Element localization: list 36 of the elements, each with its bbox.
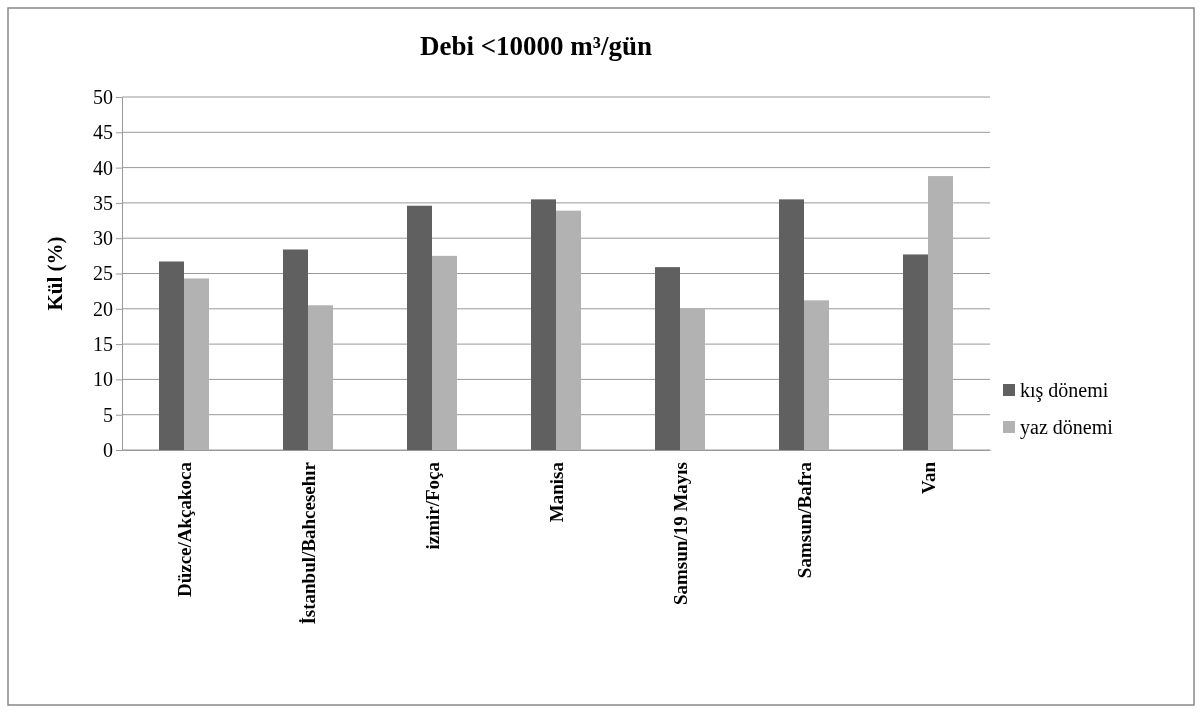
bar	[432, 255, 457, 450]
bar	[407, 205, 432, 450]
y-tick-label: 20	[93, 297, 113, 320]
y-tick-label: 10	[93, 368, 113, 391]
y-axis-title: Kül (%)	[43, 236, 67, 311]
x-tick-label: izmir/Foça	[421, 461, 443, 550]
bar	[556, 210, 581, 450]
bar	[779, 199, 804, 450]
bar	[283, 249, 308, 450]
y-tick-label: 40	[93, 156, 113, 179]
bar	[159, 261, 184, 450]
x-tick-label: Van	[917, 461, 939, 495]
bar	[655, 267, 680, 450]
y-tick-label: 15	[93, 333, 113, 355]
bar	[184, 278, 209, 450]
legend-label: yaz dönemi	[1020, 416, 1114, 439]
bar	[308, 305, 333, 450]
x-tick-label: Manisa	[545, 461, 567, 523]
y-tick-label: 0	[103, 438, 113, 461]
x-tick-label: İstanbul/Bahcesehır	[297, 461, 319, 625]
bar	[680, 308, 705, 450]
x-tick-label: Samsun/Bafra	[793, 461, 815, 579]
y-tick-label: 45	[93, 121, 113, 144]
bar	[531, 199, 556, 450]
x-tick-label: Samsun/19 Mayıs	[669, 462, 691, 606]
y-tick-label: 30	[93, 227, 113, 250]
x-tick-label: Düzce/Akçakoca	[173, 461, 195, 598]
chart-title: Debi <10000 m³/gün	[419, 31, 653, 61]
y-tick-label: 35	[93, 191, 113, 214]
bar	[903, 254, 928, 450]
bar	[928, 176, 953, 450]
y-tick-label: 50	[93, 85, 113, 108]
legend-label: kış dönemi	[1020, 379, 1109, 402]
y-tick-label: 5	[103, 403, 113, 426]
y-tick-label: 25	[93, 262, 113, 285]
bar	[804, 300, 829, 450]
